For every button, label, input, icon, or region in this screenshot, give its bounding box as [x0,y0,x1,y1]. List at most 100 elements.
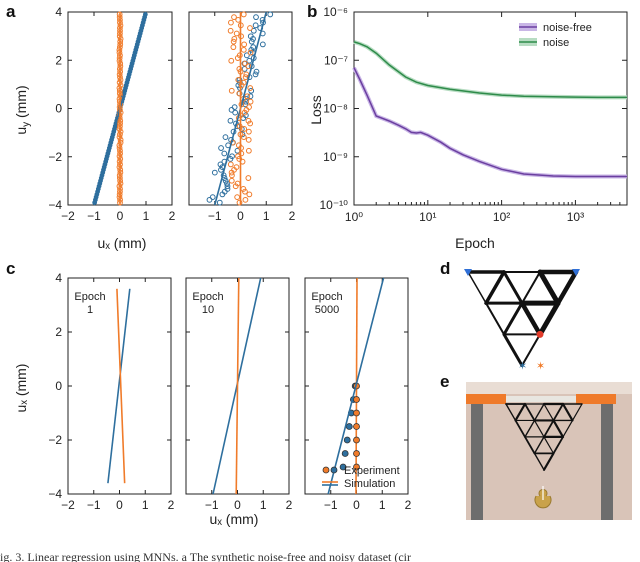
blue-data-point [250,27,257,34]
orange-data-point [243,71,250,78]
photo-e [466,382,632,520]
orange-data-point [242,196,249,203]
fixed-node-left [464,269,472,276]
orange-data-point [236,123,243,130]
lattice-bond [502,270,524,305]
orange-data-point [228,177,235,184]
orange-data-point [242,60,248,67]
lattice-bond [533,403,545,422]
photo-rail [506,396,576,402]
panel-a-ylabel-text: u [13,127,29,135]
series-marker [345,423,353,430]
blue-data-point [253,14,259,21]
orange-data-point [240,46,247,53]
blue-data-point [248,38,255,45]
lattice-bond [552,419,565,439]
orange-data-point [238,150,245,157]
blue-data-point [224,183,231,190]
panel-label-d: d [440,259,450,278]
x-tick-label: −1 [87,498,101,512]
lattice-bond [542,452,555,471]
orange-data-point [241,126,248,132]
x-tick-label: 10¹ [419,210,436,224]
lattice-bond [484,270,506,305]
orange-data-point [234,194,241,201]
photo-left-clamp [466,394,506,404]
blue-data-point [259,41,266,48]
blue-data-point [217,161,224,168]
epoch-annotation-number: 10 [202,304,214,316]
epoch-annotation-number: 1 [87,304,93,316]
lattice-bond [533,452,545,471]
x-tick-label: 0 [116,498,123,512]
orange-data-point [247,85,254,91]
orange-data-point [230,38,237,45]
orange-data-point [241,41,248,48]
x-tick-label: 1 [379,498,386,512]
legend-marker-blue [330,466,338,474]
x-tick-label: 0 [117,209,124,223]
series-line [107,288,131,484]
lattice-bond [514,402,527,422]
orange-data-point [245,147,252,154]
panel-label-e: e [440,372,449,391]
lattice-bond [524,403,536,422]
orange-data-point [236,90,243,97]
series-marker [353,396,360,403]
series-marker [343,436,351,444]
panel-label-b: b [307,2,317,21]
series-line [116,288,126,484]
x-tick-label: 2 [405,498,412,512]
orange-data-point [247,49,254,56]
blue-data-point [227,117,234,124]
series-line [327,277,385,495]
panel-label-a: a [6,2,16,21]
blue-data-point [224,186,231,192]
orange-data-point [228,87,235,94]
y-tick-label: 10⁻⁶ [323,5,348,19]
x-tick-label: 1 [260,498,267,512]
series-marker [339,463,347,471]
lattice-bond [533,436,545,455]
lattice-bond [562,419,574,438]
blue-data-point [247,33,254,40]
noise-free-band [352,66,627,179]
x-tick-label: 1 [142,498,149,512]
panel-b-loss-axes: 10⁰ 10¹ 10² 10³ 10⁻⁶ 10⁻⁷ 10⁻⁸ 10⁻⁹ 10⁻¹⁰ noise-f… [320,5,628,224]
legend-simulation: Simulation [344,478,395,490]
blue-data-point [211,169,218,176]
lattice-bond [521,271,541,305]
blue-data-point [216,199,223,206]
legend-marker-orange [322,466,330,474]
orange-data-point [236,66,243,72]
photo-top-wall [466,382,632,394]
blue-data-point [250,44,257,51]
x-tick-label: 0 [234,498,241,512]
orange-data-point [227,27,234,34]
lattice-bond [521,333,541,367]
orange-data-point [227,161,234,168]
legend-experiment: Experiment [344,465,400,477]
epoch-annotation: Epoch [74,291,105,303]
blue-data-point [243,52,250,59]
y-tick-label: 2 [55,53,62,67]
blue-data-point [247,93,254,100]
blue-data-point [224,180,230,187]
y-tick-label: 10⁻⁸ [323,102,348,116]
panel-a-ylabel: uy (mm) [13,85,32,134]
x-tick-label: 2 [286,498,293,512]
orange-data-point [231,36,238,42]
orange-data-point [245,136,252,143]
orange-data-point [233,164,240,171]
orange-data-point [245,128,252,135]
lattice-bond [552,403,564,422]
lattice-bond [485,302,505,336]
series-marker [341,450,349,457]
orange-data-point [247,98,254,105]
output-node-y: ✶ [536,361,545,373]
y-tick-label: 10⁻⁹ [323,150,348,164]
blue-data-point [248,87,255,94]
